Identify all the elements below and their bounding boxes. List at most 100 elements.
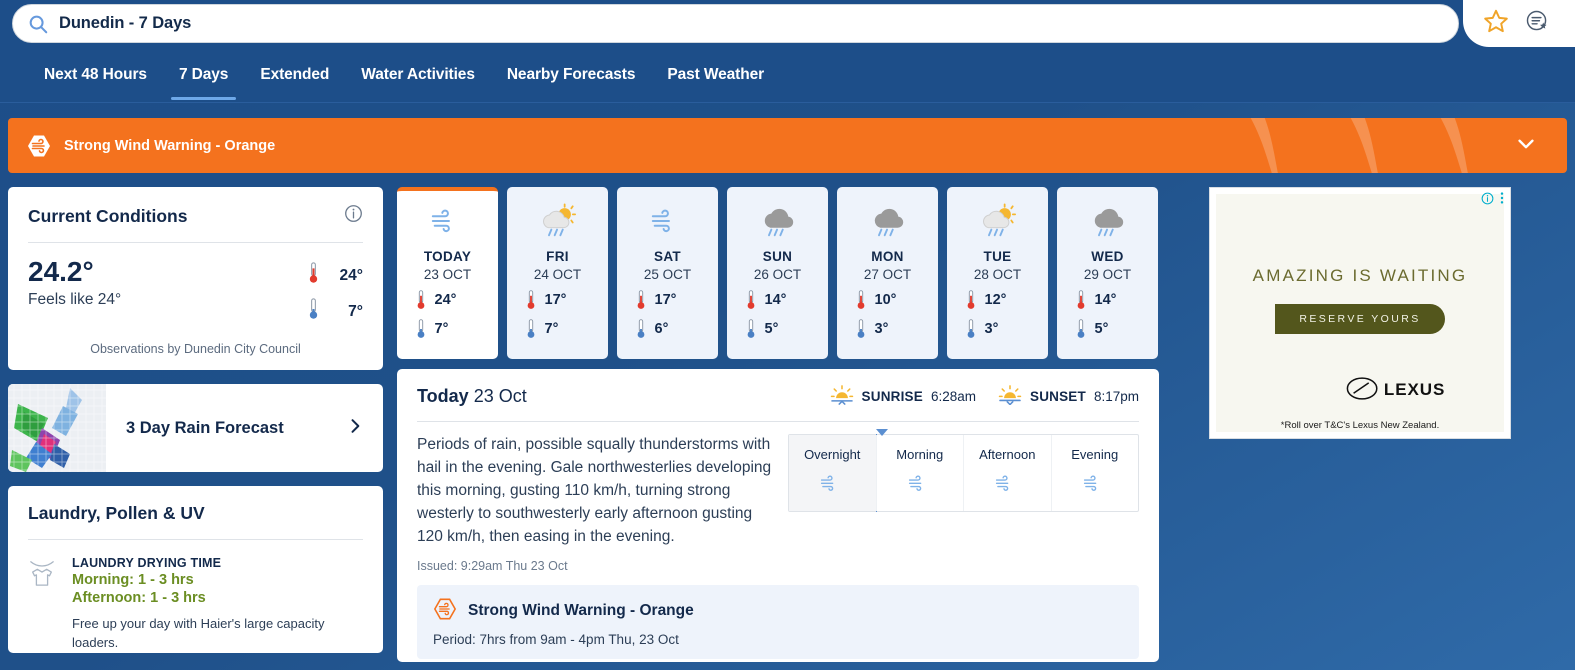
warning-banner[interactable]: Strong Wind Warning - Orange xyxy=(8,118,1567,173)
day-low-row: 3° xyxy=(855,318,921,340)
day-low-value: 7° xyxy=(544,321,559,337)
laundry-card-title: Laundry, Pollen & UV xyxy=(28,503,205,523)
day-card-mon[interactable]: MON 27 OCT 10° 3° xyxy=(837,187,938,359)
weather-icon-wind xyxy=(1082,471,1108,502)
day-high-value: 14° xyxy=(764,292,787,308)
thermometer-hot-icon xyxy=(747,290,754,309)
sunrise-icon xyxy=(830,385,854,408)
day-high-row: 14° xyxy=(745,289,811,311)
rain-forecast-label: 3 Day Rain Forecast xyxy=(126,418,284,437)
thermometer-cold-icon xyxy=(747,319,754,338)
thermometer-hot-icon xyxy=(967,290,974,309)
today-date: 23 Oct xyxy=(473,386,527,406)
warning-detail-box[interactable]: Strong Wind Warning - Orange Period: 7hr… xyxy=(417,584,1139,659)
wind-warning-hexagon-icon xyxy=(26,133,52,159)
period-afternoon[interactable]: Afternoon xyxy=(963,435,1051,511)
thermometer-cold-icon xyxy=(1077,319,1084,338)
weather-icon-cloud-rain xyxy=(869,201,907,243)
laundry-morning-value: Morning: 1 - 3 hrs xyxy=(72,572,194,588)
thermometer-hot-icon xyxy=(857,290,864,309)
day-low-value: 3° xyxy=(984,321,999,337)
tab-extended[interactable]: Extended xyxy=(260,66,330,83)
day-card-sat[interactable]: SAT 25 OCT 17° 6° xyxy=(617,187,718,359)
day-high-row: 12° xyxy=(965,289,1031,311)
day-card-sun[interactable]: SUN 26 OCT 14° 5° xyxy=(727,187,828,359)
star-icon[interactable] xyxy=(1483,8,1509,39)
tab-nearby-forecasts[interactable]: Nearby Forecasts xyxy=(506,66,636,83)
weather-icon-wind xyxy=(907,471,933,502)
day-high-value: 24° xyxy=(434,292,457,308)
day-card-tue[interactable]: TUE 28 OCT 12° 3° xyxy=(947,187,1048,359)
current-conditions-card: Current Conditions 24.2° Feels like 24° xyxy=(8,187,383,370)
high-temp-value: 24° xyxy=(339,266,363,284)
forecast-text: Periods of rain, possible squally thunde… xyxy=(417,436,772,545)
period-overnight[interactable]: Overnight xyxy=(789,429,888,512)
feels-like-text: Feels like 24° xyxy=(28,291,122,309)
thermometer-cold-icon xyxy=(967,319,974,338)
day-card-today[interactable]: TODAY 23 OCT 24° 7° xyxy=(397,187,498,359)
lexus-logo: LEXUS xyxy=(1346,376,1488,406)
day-low-row: 7° xyxy=(415,318,481,340)
day-high-value: 17° xyxy=(654,292,677,308)
day-high-row: 24° xyxy=(415,289,481,311)
today-detail-card: Today 23 Oct xyxy=(397,369,1159,662)
chevron-right-icon[interactable] xyxy=(345,416,365,441)
ad-info-icon[interactable] xyxy=(1481,192,1494,210)
day-low-value: 7° xyxy=(434,321,449,337)
search-actions xyxy=(1463,0,1575,47)
laundry-promo-text: Free up your day with Haier's large capa… xyxy=(72,616,325,650)
day-high-row: 14° xyxy=(1075,289,1141,311)
day-date: 27 OCT xyxy=(863,267,912,282)
period-morning[interactable]: Morning xyxy=(875,435,964,511)
weather-icon-cloud-rain xyxy=(1089,201,1127,243)
day-name: WED xyxy=(1091,249,1124,264)
day-date: 28 OCT xyxy=(973,267,1022,282)
rain-forecast-card[interactable]: 3 Day Rain Forecast xyxy=(8,384,383,472)
tab-next-48-hours[interactable]: Next 48 Hours xyxy=(44,66,147,83)
day-card-fri[interactable]: FRI 24 OCT 17° 7° xyxy=(507,187,608,359)
left-sidebar: Current Conditions 24.2° Feels like 24° xyxy=(8,187,383,653)
thermometer-hot-icon xyxy=(527,290,534,309)
day-date: 29 OCT xyxy=(1083,267,1132,282)
laundry-drying-time-label: LAUNDRY DRYING TIME xyxy=(72,556,222,570)
top-bar xyxy=(0,0,1575,47)
advertisement[interactable]: AMAZING IS WAITING RESERVE YOURS LEXUS *… xyxy=(1209,187,1511,439)
period-label: Evening xyxy=(1071,447,1119,462)
tab-water-activities[interactable]: Water Activities xyxy=(361,66,475,83)
day-date: 25 OCT xyxy=(643,267,692,282)
low-temp-row: 7° xyxy=(286,297,363,326)
day-high-value: 17° xyxy=(544,292,567,308)
sunrise-label: SUNRISE xyxy=(861,389,923,404)
day-name: TODAY xyxy=(423,249,472,264)
ad-cta-button[interactable]: RESERVE YOURS xyxy=(1275,304,1445,334)
time-of-day-panel: Overnight Morning Afternoon Evening xyxy=(788,429,1139,512)
day-high-row: 17° xyxy=(525,289,591,311)
wind-warning-hexagon-icon xyxy=(433,597,457,626)
current-time-marker xyxy=(875,429,888,436)
seven-day-strip: TODAY 23 OCT 24° 7° FRI 24 OCT xyxy=(397,187,1159,359)
favourites-list-icon[interactable] xyxy=(1525,9,1550,39)
day-name: SUN xyxy=(762,249,793,264)
banner-swirl-decoration xyxy=(1250,118,1468,173)
tab-7-days[interactable]: 7 Days xyxy=(163,49,244,100)
thermometer-cold-icon xyxy=(527,319,534,338)
sunset-time: 8:17pm xyxy=(1093,389,1139,404)
weather-icon-wind xyxy=(649,201,687,243)
sunset-info: SUNSET 8:17pm xyxy=(998,385,1139,408)
ad-options-icon[interactable] xyxy=(1499,191,1505,210)
period-evening[interactable]: Evening xyxy=(1050,435,1139,511)
search-bar[interactable] xyxy=(12,4,1459,43)
weather-icon-sun-rain xyxy=(539,201,577,243)
search-input[interactable] xyxy=(59,14,1444,33)
thermometer-cold-icon xyxy=(857,319,864,338)
weather-icon-wind xyxy=(819,471,845,502)
tab-past-weather[interactable]: Past Weather xyxy=(667,66,765,83)
weather-icon-cloud-rain xyxy=(759,201,797,243)
day-card-wed[interactable]: WED 29 OCT 14° 5° xyxy=(1057,187,1158,359)
day-low-row: 7° xyxy=(525,318,591,340)
current-conditions-title: Current Conditions xyxy=(28,205,188,226)
info-icon[interactable] xyxy=(344,204,363,228)
chevron-down-icon[interactable] xyxy=(1515,132,1537,159)
period-label: Morning xyxy=(896,447,944,462)
